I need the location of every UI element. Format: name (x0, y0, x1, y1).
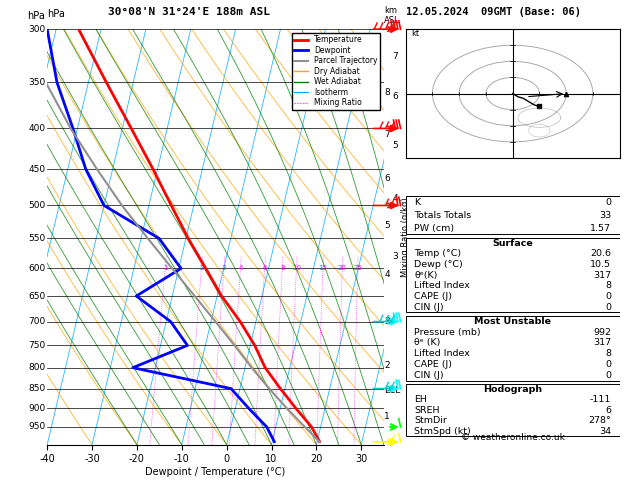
Text: Surface: Surface (493, 239, 533, 248)
Text: PW (cm): PW (cm) (415, 224, 454, 233)
Text: 300: 300 (28, 25, 45, 34)
Text: 317: 317 (593, 271, 611, 279)
Text: Hodograph: Hodograph (483, 385, 542, 394)
Text: EH: EH (415, 395, 427, 404)
Text: 550: 550 (28, 234, 45, 243)
Text: 15: 15 (318, 265, 327, 271)
Text: 350: 350 (28, 78, 45, 87)
Text: 4: 4 (384, 270, 390, 278)
Text: 650: 650 (28, 292, 45, 300)
Legend: Temperature, Dewpoint, Parcel Trajectory, Dry Adiabat, Wet Adiabat, Isotherm, Mi: Temperature, Dewpoint, Parcel Trajectory… (292, 33, 380, 110)
Text: hPa: hPa (47, 9, 65, 19)
Text: 2: 2 (384, 361, 390, 370)
Text: 7: 7 (384, 130, 390, 139)
Text: 0: 0 (605, 292, 611, 301)
Text: 8: 8 (605, 349, 611, 358)
Text: 1: 1 (384, 412, 390, 421)
Text: CAPE (J): CAPE (J) (415, 292, 452, 301)
Bar (406, 238, 620, 312)
Text: 278°: 278° (588, 416, 611, 425)
X-axis label: Dewpoint / Temperature (°C): Dewpoint / Temperature (°C) (145, 467, 286, 477)
Text: 10.5: 10.5 (590, 260, 611, 269)
Text: 750: 750 (28, 341, 45, 350)
Text: 20.6: 20.6 (590, 249, 611, 258)
Text: 8: 8 (605, 281, 611, 290)
Text: 0: 0 (605, 371, 611, 380)
Text: 400: 400 (28, 124, 45, 133)
Text: LCL: LCL (384, 386, 401, 395)
Text: 8: 8 (280, 265, 284, 271)
Text: -111: -111 (589, 395, 611, 404)
Text: 12.05.2024  09GMT (Base: 06): 12.05.2024 09GMT (Base: 06) (406, 7, 581, 17)
Text: 6: 6 (605, 406, 611, 415)
Text: 6: 6 (392, 92, 398, 102)
Text: 900: 900 (28, 404, 45, 413)
Text: 500: 500 (28, 201, 45, 210)
Text: Lifted Index: Lifted Index (415, 349, 470, 358)
Text: θᵉ(K): θᵉ(K) (415, 271, 438, 279)
Text: 4: 4 (238, 265, 243, 271)
Text: 700: 700 (28, 317, 45, 326)
Text: 0: 0 (605, 303, 611, 312)
Text: 5: 5 (384, 221, 390, 230)
Text: 0: 0 (605, 360, 611, 369)
Text: 1.57: 1.57 (590, 224, 611, 233)
Text: Dewp (°C): Dewp (°C) (415, 260, 463, 269)
Text: 7: 7 (392, 52, 398, 61)
Text: 800: 800 (28, 363, 45, 372)
Text: 6: 6 (262, 265, 267, 271)
Text: 2: 2 (199, 265, 204, 271)
Text: Totals Totals: Totals Totals (415, 211, 472, 220)
Text: 20: 20 (338, 265, 347, 271)
Text: 850: 850 (28, 384, 45, 393)
Text: © weatheronline.co.uk: © weatheronline.co.uk (460, 433, 565, 442)
Text: km
ASL: km ASL (384, 6, 400, 25)
Text: 25: 25 (353, 265, 362, 271)
Text: 950: 950 (28, 422, 45, 432)
Text: CIN (J): CIN (J) (415, 303, 444, 312)
Text: 5: 5 (392, 141, 398, 150)
Text: 3: 3 (384, 317, 390, 326)
Text: 3: 3 (392, 252, 398, 261)
Bar (406, 316, 620, 381)
Text: 992: 992 (593, 328, 611, 337)
Text: Most Unstable: Most Unstable (474, 317, 551, 326)
Text: 8: 8 (384, 87, 390, 97)
Text: CAPE (J): CAPE (J) (415, 360, 452, 369)
Text: SREH: SREH (415, 406, 440, 415)
Bar (406, 196, 620, 234)
Text: hPa: hPa (27, 11, 45, 21)
Text: 0: 0 (605, 198, 611, 207)
Text: 3: 3 (221, 265, 226, 271)
Text: StmSpd (kt): StmSpd (kt) (415, 427, 471, 435)
Text: Pressure (mb): Pressure (mb) (415, 328, 481, 337)
Text: CIN (J): CIN (J) (415, 371, 444, 380)
Text: Mixing Ratio (g/kg): Mixing Ratio (g/kg) (401, 197, 410, 277)
Text: 1: 1 (163, 265, 167, 271)
Text: kt: kt (411, 29, 419, 37)
Text: 6: 6 (384, 174, 390, 183)
Bar (406, 384, 620, 436)
Text: K: K (415, 198, 420, 207)
Text: Temp (°C): Temp (°C) (415, 249, 462, 258)
Text: 317: 317 (593, 338, 611, 347)
Text: StmDir: StmDir (415, 416, 447, 425)
Text: 33: 33 (599, 211, 611, 220)
Text: 10: 10 (292, 265, 301, 271)
Text: 4: 4 (392, 194, 398, 203)
Text: 600: 600 (28, 264, 45, 273)
Text: 30°08'N 31°24'E 188m ASL: 30°08'N 31°24'E 188m ASL (108, 7, 270, 17)
Text: 450: 450 (28, 165, 45, 174)
Text: θᵉ (K): θᵉ (K) (415, 338, 441, 347)
Text: Lifted Index: Lifted Index (415, 281, 470, 290)
Text: 34: 34 (599, 427, 611, 435)
